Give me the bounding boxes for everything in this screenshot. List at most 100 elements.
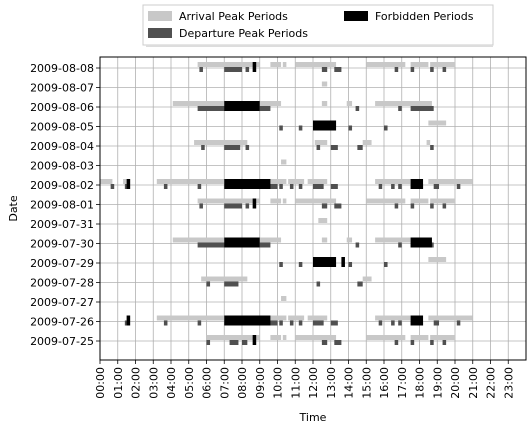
x-tick-label: 12:00 — [307, 367, 320, 399]
bar-segment — [456, 184, 461, 189]
bar-segment — [321, 81, 328, 87]
bar-segment — [288, 179, 305, 184]
x-tick-label: 05:00 — [183, 367, 196, 399]
x-tick-label: 08:00 — [236, 367, 249, 399]
bar-segment — [430, 340, 434, 345]
bar-segment — [156, 315, 287, 321]
bar-segment — [410, 67, 415, 72]
bar-segment — [394, 340, 399, 345]
bar-segment — [341, 257, 345, 267]
bar-segment — [426, 140, 431, 145]
bar-segment — [197, 184, 202, 189]
bar-segment — [201, 145, 205, 150]
y-tick-label: 2009-08-03 — [30, 160, 94, 173]
x-tick-label: 18:00 — [414, 367, 427, 399]
bar-segment — [270, 62, 282, 67]
bar-segment — [279, 184, 283, 189]
x-tick-label: 14:00 — [343, 367, 356, 399]
y-tick-label: 2009-08-08 — [30, 62, 94, 75]
x-tick-label: 02:00 — [130, 367, 143, 399]
bar-segment — [289, 320, 294, 326]
bar-segment — [330, 184, 338, 189]
bar-segment — [362, 140, 372, 145]
bar-segment — [156, 179, 287, 184]
bar-segment — [224, 101, 260, 111]
bar-segment — [245, 145, 250, 150]
bar-segment — [197, 198, 260, 204]
bar-segment — [410, 237, 432, 248]
bar-segment — [398, 320, 402, 326]
bar-segment — [224, 145, 241, 150]
x-tick-label: 11:00 — [289, 367, 302, 399]
x-tick-label: 07:00 — [218, 367, 231, 399]
bar-segment — [126, 179, 131, 189]
bar-segment — [410, 335, 429, 340]
bar-segment — [321, 340, 328, 345]
bar-segment — [295, 335, 337, 340]
x-tick-label: 01:00 — [112, 367, 125, 399]
bar-segment — [348, 262, 353, 267]
bar-segment — [398, 106, 402, 111]
bar-segment — [428, 120, 447, 126]
bar-segment — [316, 281, 321, 287]
bar-segment — [357, 145, 363, 150]
bar-segment — [313, 257, 337, 267]
bar-segment — [410, 62, 429, 67]
x-tick-label: 21:00 — [467, 367, 480, 399]
bar-segment — [375, 315, 416, 321]
bar-segment — [224, 67, 242, 72]
y-tick-label: 2009-07-29 — [30, 257, 94, 270]
x-tick-label: 00:00 — [94, 367, 107, 399]
x-tick-label: 06:00 — [201, 367, 214, 399]
x-tick-label: 13:00 — [325, 367, 338, 399]
bar-segment — [394, 67, 399, 72]
bar-segment — [433, 184, 440, 189]
bar-segment — [366, 198, 406, 204]
bar-segment — [378, 184, 383, 189]
bar-segment — [298, 125, 303, 131]
bar-segment — [391, 320, 395, 326]
bar-segment — [224, 237, 260, 248]
y-axis-label: Date — [7, 195, 20, 222]
bar-segment — [430, 335, 455, 340]
bar-segment — [334, 340, 342, 345]
legend-box — [142, 4, 494, 46]
x-axis-label: Time — [299, 411, 327, 424]
bar-segment — [224, 203, 242, 209]
bar-segment — [224, 179, 271, 189]
bar-segment — [206, 335, 260, 340]
bar-segment — [384, 262, 388, 267]
bar-segment — [206, 281, 211, 287]
x-tick-label: 19:00 — [431, 367, 444, 399]
bar-segment — [100, 179, 113, 184]
bar-segment — [321, 101, 328, 106]
legend-swatch — [148, 28, 172, 38]
y-tick-label: 2009-08-05 — [30, 121, 94, 134]
bar-segment — [430, 62, 455, 67]
bar-segment — [245, 67, 250, 72]
bar-segment — [288, 315, 305, 321]
bar-segment — [410, 340, 415, 345]
bar-segment — [375, 179, 416, 184]
bar-segment — [252, 198, 257, 209]
bar-segment — [259, 106, 271, 111]
bar-segment — [428, 315, 473, 321]
bar-segment — [391, 184, 395, 189]
x-tick-label: 10:00 — [272, 367, 285, 399]
y-tick-label: 2009-08-01 — [30, 199, 94, 212]
bar-segment — [378, 320, 383, 326]
bar-segment — [321, 237, 328, 243]
bar-segment — [279, 320, 283, 326]
bar-segment — [313, 120, 337, 131]
bar-segment — [430, 203, 434, 209]
bar-segment — [334, 203, 342, 209]
bar-segment — [110, 184, 115, 189]
bar-segment — [410, 315, 424, 326]
bar-segment — [428, 179, 473, 184]
bar-segment — [201, 276, 248, 282]
y-tick-label: 2009-08-06 — [30, 101, 94, 114]
y-tick-label: 2009-07-28 — [30, 277, 94, 290]
y-tick-label: 2009-08-02 — [30, 179, 94, 192]
bar-segment — [245, 203, 250, 209]
